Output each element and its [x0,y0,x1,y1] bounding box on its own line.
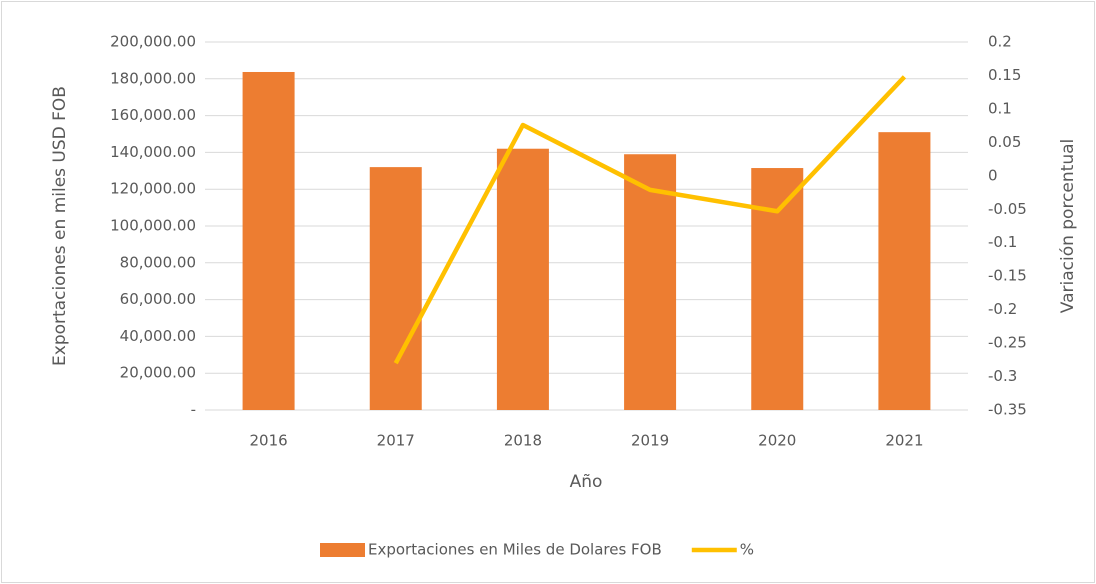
y-tick-label: 180,000.00 [110,69,196,87]
y-tick-label: 120,000.00 [110,180,196,198]
y2-tick-label: -0.15 [988,267,1027,285]
y2-tick-label: -0.2 [988,300,1017,318]
y2-tick-label: 0.05 [988,133,1021,151]
y2-tick-label: 0 [988,166,998,184]
y2-tick-label: -0.3 [988,367,1017,385]
y-tick-label: 140,000.00 [110,143,196,161]
y-tick-label: - [191,401,196,419]
bar [496,148,549,410]
legend-label: Exportaciones en Miles de Dolares FOB [368,541,662,559]
y2-tick-label: -0.35 [988,401,1027,419]
bar [878,132,931,410]
y2-tick-label: -0.05 [988,200,1027,218]
y-tick-label: 40,000.00 [120,327,196,345]
x-tick-label: 2018 [504,432,542,450]
y2-tick-label: 0.15 [988,66,1021,84]
y-tick-label: 60,000.00 [120,290,196,308]
y2-tick-label: 0.1 [988,99,1012,117]
bar [751,168,804,410]
y-axis-title: Exportaciones en miles USD FOB [50,86,70,366]
x-tick-label: 2016 [249,432,287,450]
x-tick-label: 2017 [377,432,415,450]
legend-label: % [740,541,754,559]
x-tick-label: 2021 [885,432,923,450]
legend-swatch [320,543,365,557]
x-tick-label: 2020 [758,432,796,450]
y-tick-label: 200,000.00 [110,33,196,51]
line [393,75,907,365]
y-tick-label: 20,000.00 [120,364,196,382]
bar [242,71,295,410]
bar [624,154,677,410]
y2-tick-label: 0.2 [988,33,1012,51]
y2-axis-title: Variación porcentual [1058,139,1078,313]
x-tick-label: 2019 [631,432,669,450]
y-tick-label: 100,000.00 [110,217,196,235]
y2-tick-label: -0.1 [988,233,1017,251]
x-axis-title: Año [570,472,603,492]
y2-tick-label: -0.25 [988,334,1027,352]
y-tick-label: 160,000.00 [110,106,196,124]
y-tick-label: 80,000.00 [120,253,196,271]
bar [369,167,422,410]
